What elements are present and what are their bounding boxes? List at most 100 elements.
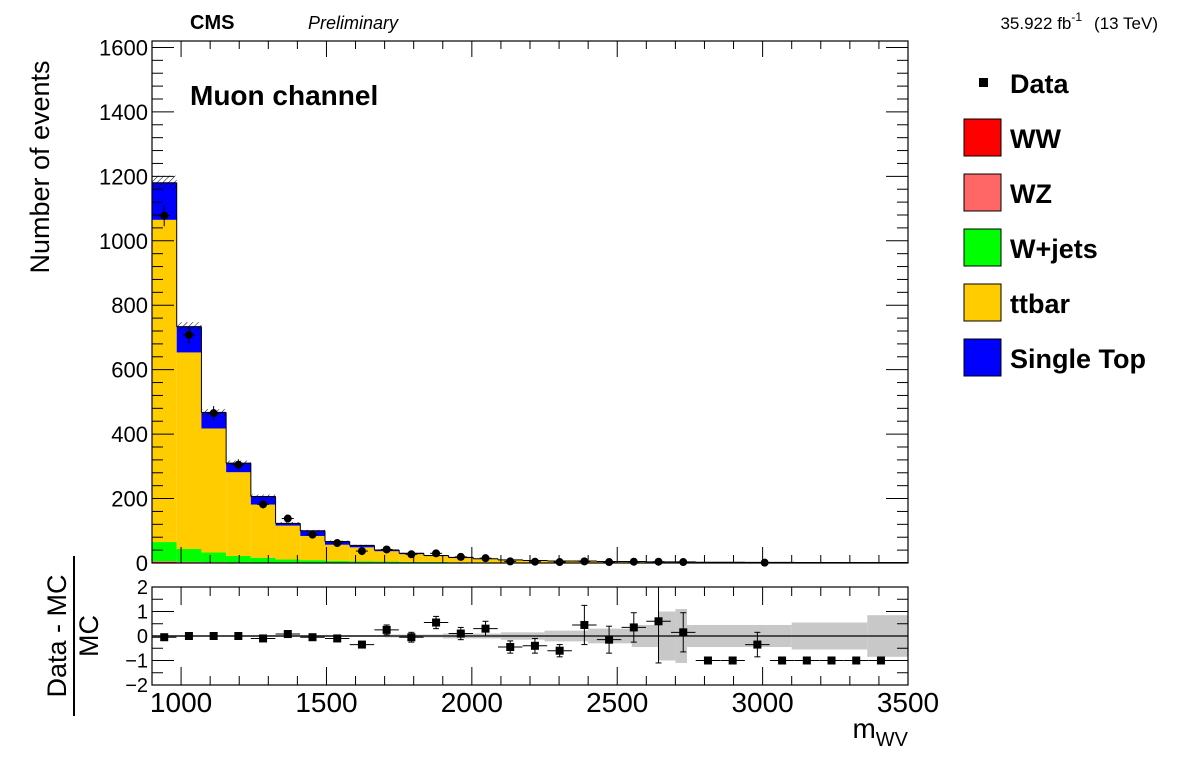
y-tick-label: 400 xyxy=(111,422,148,447)
data-point xyxy=(357,547,366,556)
legend: Data WW WZ W+jets ttbar Single Top xyxy=(963,69,1146,377)
bar-w-jets xyxy=(201,552,227,563)
bar-w-jets xyxy=(423,561,449,563)
ratio-point xyxy=(679,628,688,637)
x-tick-label: 3000 xyxy=(731,687,793,718)
y-tick-label: 0 xyxy=(136,551,148,576)
bar-w-jets xyxy=(152,542,177,562)
ratio-points xyxy=(152,586,894,665)
bar-w-jets xyxy=(250,557,276,563)
ratio-point xyxy=(259,634,268,643)
data-point xyxy=(209,409,218,418)
bar-w-jets xyxy=(349,561,375,563)
data-point xyxy=(333,539,342,548)
ratio-point xyxy=(703,656,712,665)
ratio-point xyxy=(209,632,218,640)
bar-single-top xyxy=(349,545,375,548)
ratio-point xyxy=(432,618,441,627)
ratio-y-label-denominator: MC xyxy=(74,615,104,657)
data-point xyxy=(654,557,663,566)
x-axis-label: mWV xyxy=(852,713,908,751)
mc-uncertainty-hatch-bin xyxy=(152,175,177,190)
bar-ttbar xyxy=(374,551,400,562)
data-point xyxy=(308,530,317,539)
x-axis-label-subscript: WV xyxy=(876,729,909,751)
experiment-label: CMS xyxy=(190,12,234,34)
legend-swatch-single-top xyxy=(963,338,1002,377)
ratio-plot-panel: −2−1 01 2 1000 1500 2000 2500 3000 3500 Data - M… xyxy=(42,556,939,751)
data-points xyxy=(158,205,771,567)
data-point xyxy=(679,558,688,567)
ratio-y-label: Data - MC MC xyxy=(42,556,104,716)
ratio-point xyxy=(852,656,861,665)
legend-label-w-jets: W+jets xyxy=(1010,234,1098,264)
data-point xyxy=(234,460,243,469)
ratio-point xyxy=(778,656,787,665)
ratio-point xyxy=(234,632,243,640)
ratio-point xyxy=(629,623,638,632)
legend-swatch-w-jets xyxy=(963,228,1002,267)
bar-ttbar xyxy=(275,525,301,560)
data-point xyxy=(506,557,515,566)
ratio-point xyxy=(876,656,885,665)
bar-ttbar xyxy=(423,556,449,562)
y-tick-label: 600 xyxy=(111,358,148,383)
ratio-point xyxy=(160,633,169,642)
data-point xyxy=(530,557,539,566)
y-axis-label: Number of events xyxy=(25,60,55,273)
bar-ttbar xyxy=(226,472,251,556)
data-point xyxy=(456,552,465,561)
ratio-point xyxy=(357,640,366,649)
legend-label-ttbar: ttbar xyxy=(1010,289,1070,319)
lumi-exponent: -1 xyxy=(1071,10,1082,24)
y-tick-label: 1000 xyxy=(99,229,148,254)
bar-w-jets xyxy=(300,560,326,563)
bar-w-jets xyxy=(275,559,301,563)
legend-swatch-wz xyxy=(963,173,1002,212)
bar-wz xyxy=(152,561,177,563)
data-point xyxy=(382,545,391,554)
bar-w-jets xyxy=(325,560,350,563)
x-tick-label: 2500 xyxy=(586,687,648,718)
data-point xyxy=(580,557,589,566)
y-tick-label: 200 xyxy=(111,487,148,512)
bar-w-jets xyxy=(399,561,424,563)
data-point xyxy=(555,558,564,567)
bar-w-jets xyxy=(226,555,251,563)
y-tick-label: 1200 xyxy=(99,164,148,189)
data-point xyxy=(283,514,292,523)
mc-uncertainty-hatch-bin xyxy=(275,522,301,525)
x-tick-label: 1000 xyxy=(150,687,212,718)
lumi-label: 35.922 fb-1 (13 TeV) xyxy=(1000,10,1158,33)
data-point xyxy=(160,211,169,220)
ratio-point xyxy=(802,656,811,665)
legend-swatch-ww xyxy=(963,118,1002,157)
bar-ttbar xyxy=(300,535,326,561)
bar-ttbar xyxy=(325,544,350,561)
main-plot-panel: 0 200 400 600 800 1000 1200 1400 1600 Muon chann… xyxy=(25,35,909,576)
data-point xyxy=(259,500,268,509)
x-tick-label: 3500 xyxy=(877,687,939,718)
y-tick-label: 800 xyxy=(111,293,148,318)
bar-ttbar xyxy=(201,428,227,553)
ratio-point xyxy=(456,629,465,638)
data-point xyxy=(605,558,614,567)
bar-single-top xyxy=(201,412,227,429)
x-axis-label-main: m xyxy=(852,713,875,744)
bar-w-jets xyxy=(374,561,400,563)
ratio-point xyxy=(530,641,539,650)
ratio-point xyxy=(753,640,762,649)
ratio-y-tick-label: 2 xyxy=(137,577,148,599)
ratio-point xyxy=(506,643,515,652)
ratio-y-tick-label: 1 xyxy=(137,602,148,624)
mc-uncertainty-hatch-bin xyxy=(250,494,276,499)
channel-annotation: Muon channel xyxy=(190,80,378,111)
legend-label-ww: WW xyxy=(1010,124,1061,154)
ratio-y-tick-label: −1 xyxy=(125,651,148,673)
data-point xyxy=(481,554,490,563)
legend-label-single-top: Single Top xyxy=(1010,344,1146,374)
ratio-point xyxy=(580,620,589,629)
ratio-y-label-numerator: Data - MC xyxy=(42,574,72,697)
bar-w-jets xyxy=(176,548,202,562)
legend-marker-data xyxy=(979,78,988,87)
